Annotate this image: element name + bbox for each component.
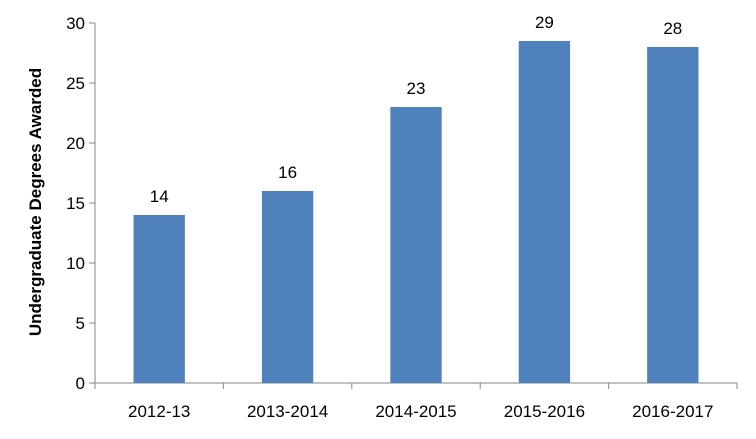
- y-tick-label: 20: [66, 134, 85, 153]
- bar-value-label: 28: [663, 19, 682, 38]
- bar-value-label: 23: [407, 79, 426, 98]
- bars: [133, 41, 699, 383]
- bar: [133, 215, 185, 383]
- y-axis: 0 5 10 15 20 25 30: [66, 14, 96, 393]
- x-tick-label: 2016-2017: [632, 402, 713, 421]
- bar-value-label: 29: [535, 13, 554, 32]
- x-tick-label: 2015-2016: [504, 402, 585, 421]
- y-tick-label: 15: [66, 194, 85, 213]
- bar-value-label: 16: [278, 163, 297, 182]
- y-tick-label: 25: [66, 74, 85, 93]
- x-tick-label: 2013-2014: [247, 402, 328, 421]
- y-axis-title: Undergraduate Degrees Awarded: [26, 68, 45, 336]
- x-axis: 2012-13 2013-2014 2014-2015 2015-2016 2016-2…: [94, 382, 738, 421]
- bar: [390, 107, 442, 383]
- y-tick-label: 5: [76, 314, 85, 333]
- bar: [261, 191, 314, 383]
- y-tick-label: 30: [66, 14, 85, 33]
- y-tick-label: 0: [76, 374, 85, 393]
- bar: [518, 41, 571, 383]
- x-tick-label: 2012-13: [128, 402, 190, 421]
- y-tick-label: 10: [66, 254, 85, 273]
- data-labels: 14 16 23 29 28: [150, 13, 683, 206]
- bar-value-label: 14: [150, 187, 169, 206]
- bar: [647, 47, 699, 383]
- x-tick-label: 2014-2015: [375, 402, 456, 421]
